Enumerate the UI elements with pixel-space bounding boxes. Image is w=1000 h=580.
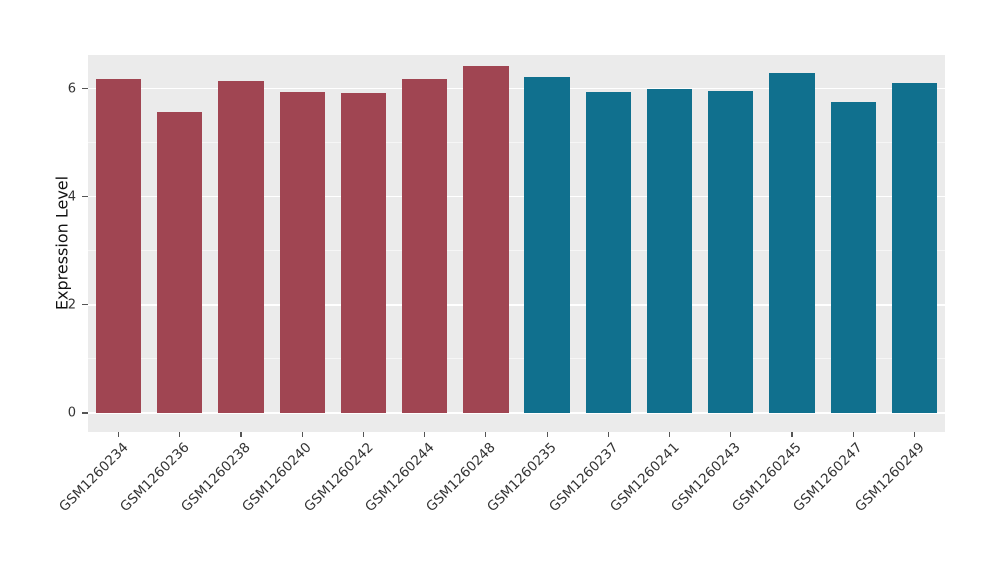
bar-GSM1260249 bbox=[891, 82, 938, 414]
bar-GSM1260235 bbox=[524, 76, 570, 414]
bar-GSM1260243 bbox=[708, 91, 754, 414]
y-tick-label: 6 bbox=[67, 81, 76, 97]
bar-GSM1260238 bbox=[218, 80, 264, 414]
major-gridline bbox=[88, 87, 945, 90]
bar-GSM1260234 bbox=[95, 78, 142, 414]
x-tick-mark bbox=[179, 432, 181, 437]
bar-GSM1260237 bbox=[585, 92, 631, 414]
x-tick-mark bbox=[730, 432, 732, 437]
x-tick-mark bbox=[791, 432, 793, 437]
bar-GSM1260244 bbox=[402, 79, 448, 414]
x-tick-mark bbox=[668, 432, 671, 437]
plot-area bbox=[88, 55, 945, 432]
minor-gridline bbox=[88, 250, 945, 252]
major-gridline bbox=[88, 195, 945, 198]
bar-GSM1260242 bbox=[340, 93, 387, 414]
x-tick-mark bbox=[424, 432, 426, 437]
y-tick-mark bbox=[82, 304, 88, 306]
y-tick-mark bbox=[82, 196, 88, 198]
major-gridline bbox=[88, 412, 945, 414]
y-tick-label: 2 bbox=[67, 297, 76, 313]
x-tick-mark bbox=[546, 432, 548, 437]
major-gridline bbox=[88, 304, 945, 306]
y-tick-label: 0 bbox=[67, 405, 76, 421]
x-tick-mark bbox=[913, 432, 915, 437]
x-tick-mark bbox=[852, 432, 854, 437]
bar-GSM1260241 bbox=[646, 88, 693, 414]
x-tick-mark bbox=[362, 432, 365, 437]
x-tick-mark bbox=[240, 432, 242, 437]
x-tick-mark bbox=[485, 432, 487, 437]
minor-gridline bbox=[88, 142, 945, 144]
y-tick-mark bbox=[82, 412, 88, 414]
x-tick-mark bbox=[301, 432, 303, 437]
y-tick-mark bbox=[82, 87, 88, 90]
y-tick-label: 4 bbox=[67, 189, 76, 205]
x-tick-mark bbox=[118, 432, 120, 437]
bar-GSM1260240 bbox=[279, 92, 325, 414]
minor-gridline bbox=[88, 358, 945, 360]
bar-GSM1260245 bbox=[769, 72, 815, 414]
bar-GSM1260247 bbox=[830, 101, 876, 414]
bar-GSM1260248 bbox=[463, 65, 509, 414]
x-tick-mark bbox=[607, 432, 609, 437]
bar-GSM1260236 bbox=[157, 111, 203, 414]
